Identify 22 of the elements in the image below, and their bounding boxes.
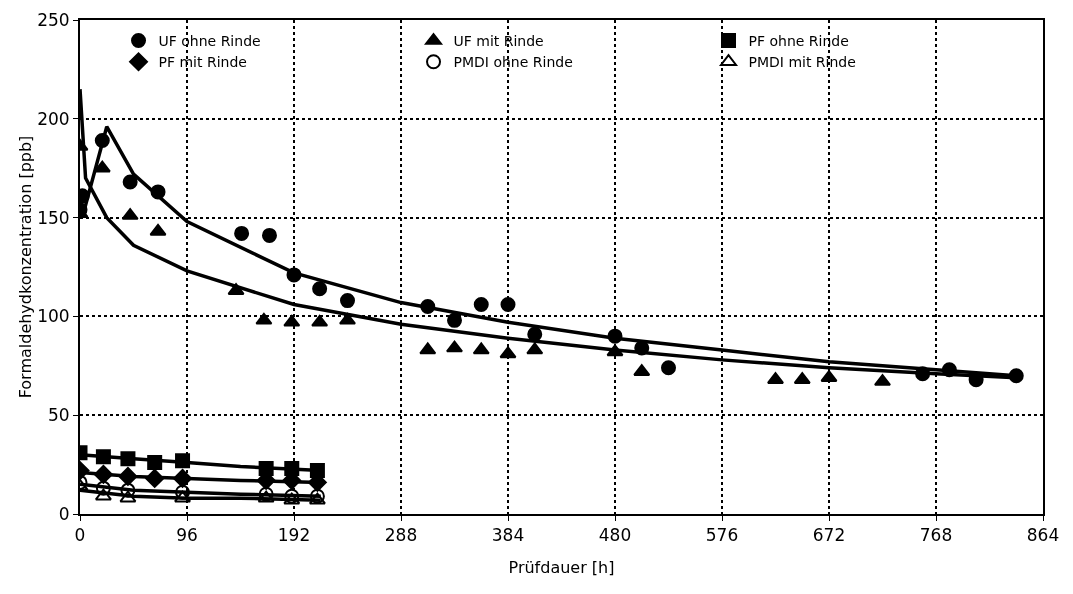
- y-tick-label: 150: [37, 207, 70, 228]
- x-tick-label: 0: [74, 525, 86, 546]
- x-axis-title: Prüfdauer [h]: [508, 558, 615, 577]
- x-tick-label: 768: [919, 525, 953, 546]
- legend-label: PMDI ohne Rinde: [453, 54, 573, 71]
- y-tick-label: 0: [58, 503, 70, 524]
- x-tick-label: 864: [1026, 525, 1060, 546]
- y-tick-label: 100: [37, 306, 70, 327]
- x-tick-label: 672: [812, 525, 846, 546]
- y-tick-label: 50: [47, 405, 70, 426]
- y-axis-title: Formaldehydkonzentration [ppb]: [16, 135, 36, 399]
- legend-label: PF mit Rinde: [158, 54, 247, 71]
- x-tick-label: 576: [705, 525, 739, 546]
- x-tick-label: 288: [384, 525, 418, 546]
- legend-label: UF mit Rinde: [453, 33, 544, 49]
- x-tick-label: 384: [491, 525, 525, 546]
- y-tick-label: 250: [37, 9, 70, 30]
- x-tick-label: 96: [176, 525, 198, 546]
- x-tick-label: 192: [277, 525, 311, 546]
- y-tick-label: 200: [37, 108, 70, 129]
- legend-label: PMDI mit Rinde: [748, 54, 856, 71]
- x-tick-label: 480: [598, 525, 632, 546]
